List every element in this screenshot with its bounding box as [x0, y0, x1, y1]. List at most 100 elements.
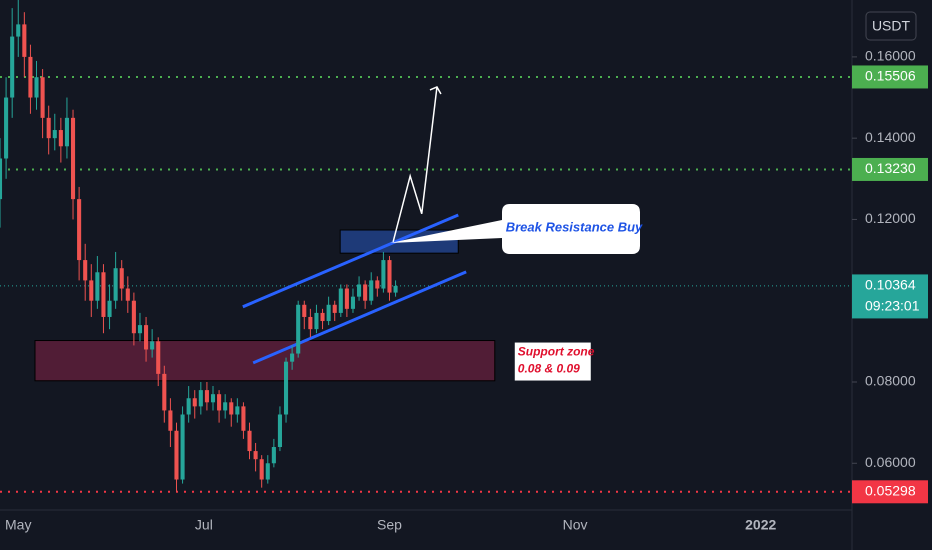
- support-label: 0.08 & 0.09: [518, 362, 580, 376]
- x-tick-label: Nov: [563, 517, 588, 533]
- candle-body: [162, 373, 167, 411]
- candle-body: [131, 300, 136, 334]
- x-tick-label: May: [5, 517, 31, 533]
- candle-body: [83, 260, 88, 281]
- support-zone: [34, 340, 496, 382]
- candle-body: [302, 304, 307, 317]
- candle-body: [247, 430, 252, 452]
- level-label-box: [852, 65, 928, 89]
- channel-line: [252, 270, 467, 365]
- candle-body: [296, 304, 301, 354]
- candle-body: [283, 361, 289, 415]
- candle-body: [4, 97, 9, 159]
- level-label-box: [852, 274, 928, 319]
- candle-body: [95, 272, 100, 301]
- level-label-box: [852, 480, 928, 504]
- level-label: 0.05298: [865, 482, 916, 498]
- x-tick-label: 2022: [745, 517, 776, 533]
- candle-body: [326, 304, 331, 322]
- candle-body: [52, 130, 57, 139]
- candle-body: [363, 284, 368, 301]
- candle-body: [314, 312, 319, 330]
- support-label-box: [514, 342, 591, 381]
- level-label-box: [852, 157, 928, 181]
- y-tick-label: 0.14000: [865, 129, 916, 145]
- candle-body: [350, 296, 356, 309]
- candle-body: [113, 268, 118, 301]
- candle-body: [101, 272, 106, 317]
- candle-body: [22, 24, 27, 57]
- currency-box[interactable]: [865, 11, 917, 41]
- candle-body: [204, 390, 209, 403]
- level-label: 0.15506: [865, 68, 916, 84]
- candle-body: [125, 288, 130, 301]
- candle-body: [64, 117, 69, 147]
- candle-body: [0, 158, 3, 200]
- y-tick-label: 0.12000: [865, 210, 916, 226]
- x-tick-label: Sep: [377, 517, 402, 533]
- candle-body: [28, 56, 33, 98]
- candle-body: [107, 300, 112, 317]
- candle-body: [89, 280, 94, 301]
- candle-body: [198, 390, 203, 407]
- candle-body: [223, 402, 228, 411]
- candle-body: [77, 199, 82, 261]
- candle-body: [357, 284, 362, 297]
- candle-body: [40, 77, 45, 118]
- projection-arrow: [392, 86, 438, 242]
- currency: USDT: [872, 18, 911, 34]
- candle-body: [290, 353, 295, 362]
- candle-body: [381, 260, 386, 289]
- candle-body: [320, 312, 325, 322]
- candle-body: [174, 430, 179, 480]
- candle-body: [344, 288, 349, 309]
- y-tick-label: 0.06000: [865, 454, 916, 470]
- candle-body: [387, 260, 392, 293]
- arrow-head: [429, 86, 442, 95]
- candle-body: [58, 130, 63, 147]
- candle-body: [393, 285, 398, 293]
- candle-body: [34, 77, 39, 98]
- callout-text: Break Resistance Buy: [506, 219, 643, 234]
- candle-body: [265, 463, 270, 480]
- candle-body: [10, 36, 15, 98]
- level-label: 0.10364: [865, 277, 916, 293]
- candle-body: [137, 325, 143, 334]
- candle-body: [241, 406, 246, 431]
- candle-body: [235, 406, 240, 415]
- candle-body: [375, 280, 380, 289]
- candle-body: [308, 316, 313, 330]
- y-tick-label: 0.16000: [865, 48, 916, 64]
- callout-bubble: [390, 204, 640, 254]
- candle-body: [46, 117, 51, 139]
- channel-line: [242, 213, 459, 309]
- candle-body: [338, 288, 343, 313]
- candle-body: [119, 268, 124, 289]
- candle-body: [144, 325, 149, 350]
- candle-body: [259, 459, 264, 480]
- candle-body: [332, 304, 337, 313]
- candle-body: [70, 117, 76, 200]
- candle-body: [217, 394, 222, 411]
- candle-body: [229, 402, 234, 415]
- candle-body: [271, 447, 276, 464]
- level-label: 0.13230: [865, 160, 916, 176]
- candle-body: [210, 394, 216, 403]
- y-tick-label: 0.08000: [865, 373, 916, 389]
- support-label: Support zone: [518, 345, 595, 359]
- candle-body: [369, 280, 374, 301]
- candle-body: [180, 414, 185, 480]
- callout: Break Resistance Buy: [390, 204, 643, 254]
- candle-body: [253, 451, 258, 460]
- candle-body: [277, 414, 282, 448]
- candle-body: [168, 410, 173, 431]
- candle-body: [192, 398, 197, 407]
- x-tick-label: Jul: [195, 517, 213, 533]
- candle-body: [186, 398, 191, 415]
- candle-body: [156, 341, 161, 374]
- countdown: 09:23:01: [865, 298, 920, 314]
- candle-body: [150, 341, 155, 350]
- candle-body: [16, 24, 21, 37]
